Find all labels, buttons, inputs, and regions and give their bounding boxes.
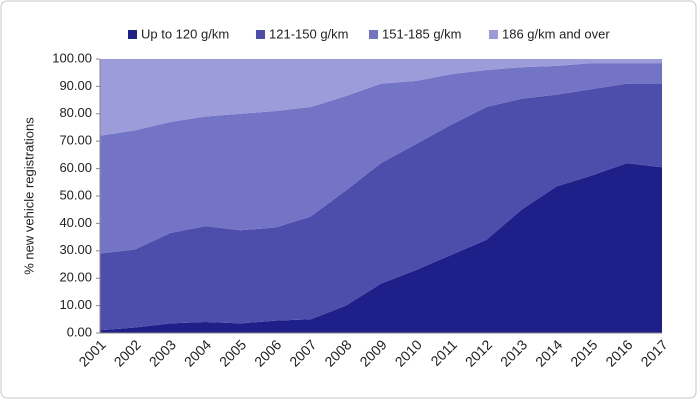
legend-label: Up to 120 g/km bbox=[141, 26, 229, 41]
legend-label: 151-185 g/km bbox=[382, 26, 462, 41]
area bbox=[100, 83, 662, 331]
legend-label: 186 g/km and over bbox=[502, 26, 610, 41]
y-tick-label: 60.00 bbox=[59, 160, 92, 175]
y-axis-label: % new vehicle registrations bbox=[21, 117, 36, 275]
y-tick-label: 20.00 bbox=[59, 270, 92, 285]
y-tick-label: 40.00 bbox=[59, 215, 92, 230]
y-tick-label: 0.00 bbox=[67, 324, 92, 339]
area bbox=[100, 163, 662, 333]
y-tick-label: 70.00 bbox=[59, 133, 92, 148]
y-tick-label: 50.00 bbox=[59, 187, 92, 202]
legend-swatch bbox=[128, 30, 137, 39]
y-tick-label: 30.00 bbox=[59, 242, 92, 257]
legend-swatch bbox=[489, 30, 498, 39]
y-tick-label: 90.00 bbox=[59, 78, 92, 93]
area bbox=[100, 63, 662, 254]
y-tick-label: 100.00 bbox=[52, 50, 92, 65]
legend-swatch bbox=[256, 30, 265, 39]
y-tick-label: 80.00 bbox=[59, 105, 92, 120]
area bbox=[100, 59, 662, 136]
y-tick-label: 10.00 bbox=[59, 297, 92, 312]
legend-label: 121-150 g/km bbox=[269, 26, 349, 41]
legend-swatch bbox=[369, 30, 378, 39]
